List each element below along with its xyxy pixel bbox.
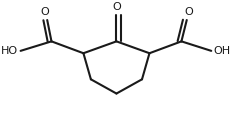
Text: HO: HO: [1, 46, 18, 56]
Text: O: O: [184, 7, 192, 17]
Text: O: O: [112, 2, 120, 12]
Text: O: O: [40, 7, 49, 17]
Text: OH: OH: [213, 46, 230, 56]
